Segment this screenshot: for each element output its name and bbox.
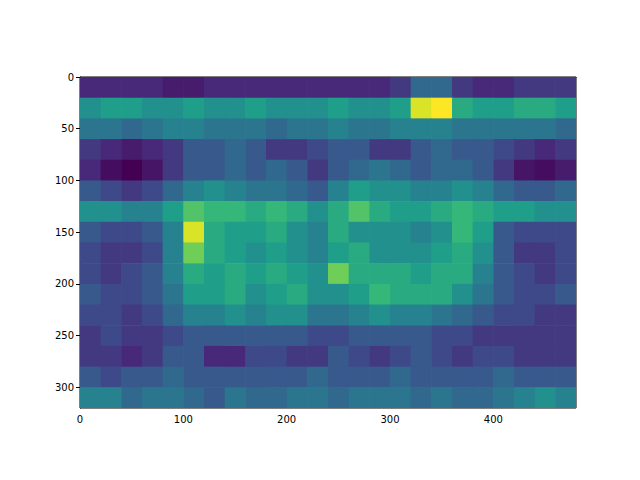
svg-text:0: 0: [77, 414, 83, 425]
svg-text:400: 400: [484, 414, 503, 425]
svg-text:100: 100: [174, 414, 193, 425]
svg-text:50: 50: [61, 123, 74, 134]
svg-text:200: 200: [277, 414, 296, 425]
svg-text:100: 100: [55, 175, 74, 186]
svg-text:250: 250: [55, 330, 74, 341]
svg-text:300: 300: [380, 414, 399, 425]
svg-text:200: 200: [55, 278, 74, 289]
svg-text:300: 300: [55, 382, 74, 393]
svg-text:0: 0: [68, 72, 74, 83]
svg-text:150: 150: [55, 227, 74, 238]
